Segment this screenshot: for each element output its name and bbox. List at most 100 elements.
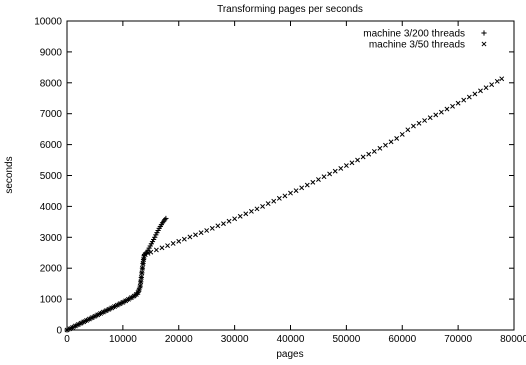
data-point [394,135,400,141]
data-point [142,252,148,258]
x-tick-label: 20000 [165,334,193,345]
data-point [198,230,204,236]
data-point [405,127,411,133]
data-point [120,299,126,305]
data-point [276,195,282,201]
data-point [67,326,73,332]
data-point [159,245,165,251]
tick-labels: 0 10000 20000 30000 40000 50000 60000 70000 8000… [34,17,526,346]
data-point [254,206,260,212]
data-point [170,241,176,246]
data-point [299,185,305,191]
data-point [128,295,134,301]
data-point [310,179,316,185]
data-point [288,190,293,196]
y-tick-label: 7000 [40,109,63,120]
data-point [84,317,89,323]
x-tick-label: 50000 [332,334,360,345]
series-1 [64,215,169,333]
data-point [193,232,198,238]
data-point [466,94,472,100]
data-point [72,323,78,329]
data-point [75,322,81,328]
data-point [327,171,333,177]
data-point [489,82,495,88]
data-point [89,315,95,321]
data-point [450,103,455,109]
data-point [109,305,115,311]
data-point [112,304,117,309]
data-point [138,275,144,280]
data-point [383,142,388,148]
data-point [304,182,310,188]
data-point [78,320,84,326]
data-point [140,261,146,266]
axis-ticks [66,20,515,331]
y-axis-label: seconds [4,156,15,193]
data-point [98,311,103,316]
data-point [237,213,243,219]
data-point [438,109,444,115]
data-point [103,308,109,314]
data-point [95,312,101,318]
x-tick-label: 0 [64,334,70,345]
data-point [338,165,344,171]
data-point [427,115,433,121]
data-point [265,201,271,207]
data-point [343,163,349,169]
data-point [316,177,321,182]
data-point [499,76,505,82]
data-point [444,106,450,112]
data-point [92,313,98,319]
data-point [349,160,355,166]
data-point [248,208,254,214]
data-point [494,78,500,84]
x-tick-label: 70000 [444,334,472,345]
y-tick-label: 9000 [40,47,63,58]
y-tick-label: 10000 [34,17,62,28]
x-tick-label: 40000 [277,334,305,345]
data-point [360,154,366,160]
y-tick-label: 3000 [40,233,63,244]
data-point [243,211,249,217]
data-point [215,223,221,229]
data-point [461,97,467,103]
plot-frame [66,20,515,331]
data-point [187,234,193,240]
data-point [106,306,112,312]
data-point [399,131,405,137]
x-tick-label: 60000 [388,334,416,345]
data-point [355,157,360,163]
data-point [123,298,129,304]
data-point [455,100,461,106]
y-tick-label: 5000 [40,171,63,182]
data-point [478,88,483,94]
series-layer [64,76,505,333]
data-point [433,112,439,118]
data-point [209,225,215,231]
series-2 [64,76,505,333]
data-point [472,91,478,97]
data-point [293,188,299,194]
data-point [153,247,159,253]
data-point [388,139,394,145]
data-point [282,193,288,199]
data-point [70,324,76,330]
y-tick-label: 2000 [40,264,63,275]
data-point [371,148,377,154]
data-point [138,279,144,285]
data-point [64,327,70,333]
data-point [232,216,238,222]
data-point [135,290,141,296]
data-point [410,123,416,129]
y-tick-label: 6000 [40,140,63,151]
data-point [332,168,338,174]
data-point [204,228,210,233]
data-point [176,238,182,244]
data-point [81,319,87,325]
data-point [165,243,171,249]
data-point [139,265,145,271]
data-point [163,215,169,222]
data-point [366,151,372,157]
